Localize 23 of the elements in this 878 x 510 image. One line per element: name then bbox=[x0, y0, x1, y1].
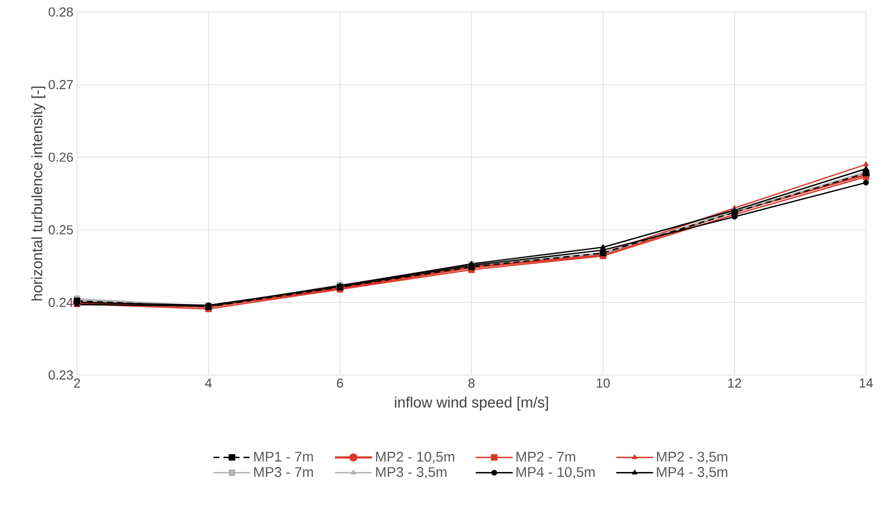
y-tick-label: 0.25 bbox=[48, 225, 73, 234]
legend-label: MP2 - 3,5m bbox=[656, 452, 728, 464]
x-tick-label: 2 bbox=[74, 378, 80, 388]
y-tick-label: 0.27 bbox=[48, 80, 73, 90]
x-tick-label: 8 bbox=[468, 378, 475, 388]
y-tick-label: 0.23 bbox=[48, 370, 73, 380]
legend-label: MP2 - 10,5m bbox=[376, 452, 454, 464]
legend-label: MP4 - 10,5m bbox=[516, 467, 595, 479]
x-tick-label: 4 bbox=[205, 378, 212, 388]
x-tick-label: 14 bbox=[860, 378, 873, 388]
legend-label: MP3 - 7m bbox=[254, 467, 313, 477]
x-tick-label: 6 bbox=[337, 378, 344, 388]
y-tick-label: 0.24 bbox=[48, 298, 74, 307]
y-axis-title: horizontal turbulence intensity [-] bbox=[31, 86, 46, 300]
y-tick-label: 0.26 bbox=[48, 152, 73, 162]
x-axis-title: inflow wind speed [m/s] bbox=[394, 396, 548, 411]
x-tick-label: 12 bbox=[728, 378, 742, 388]
x-tick-label: 10 bbox=[596, 378, 610, 388]
legend-label: MP3 - 3,5m bbox=[376, 467, 446, 479]
legend-label: MP2 - 7m bbox=[516, 452, 576, 462]
legend-label: MP1 - 7m bbox=[254, 452, 313, 462]
y-tick-label: 0.28 bbox=[48, 7, 73, 17]
legend-label: MP4 - 3,5m bbox=[656, 467, 728, 479]
